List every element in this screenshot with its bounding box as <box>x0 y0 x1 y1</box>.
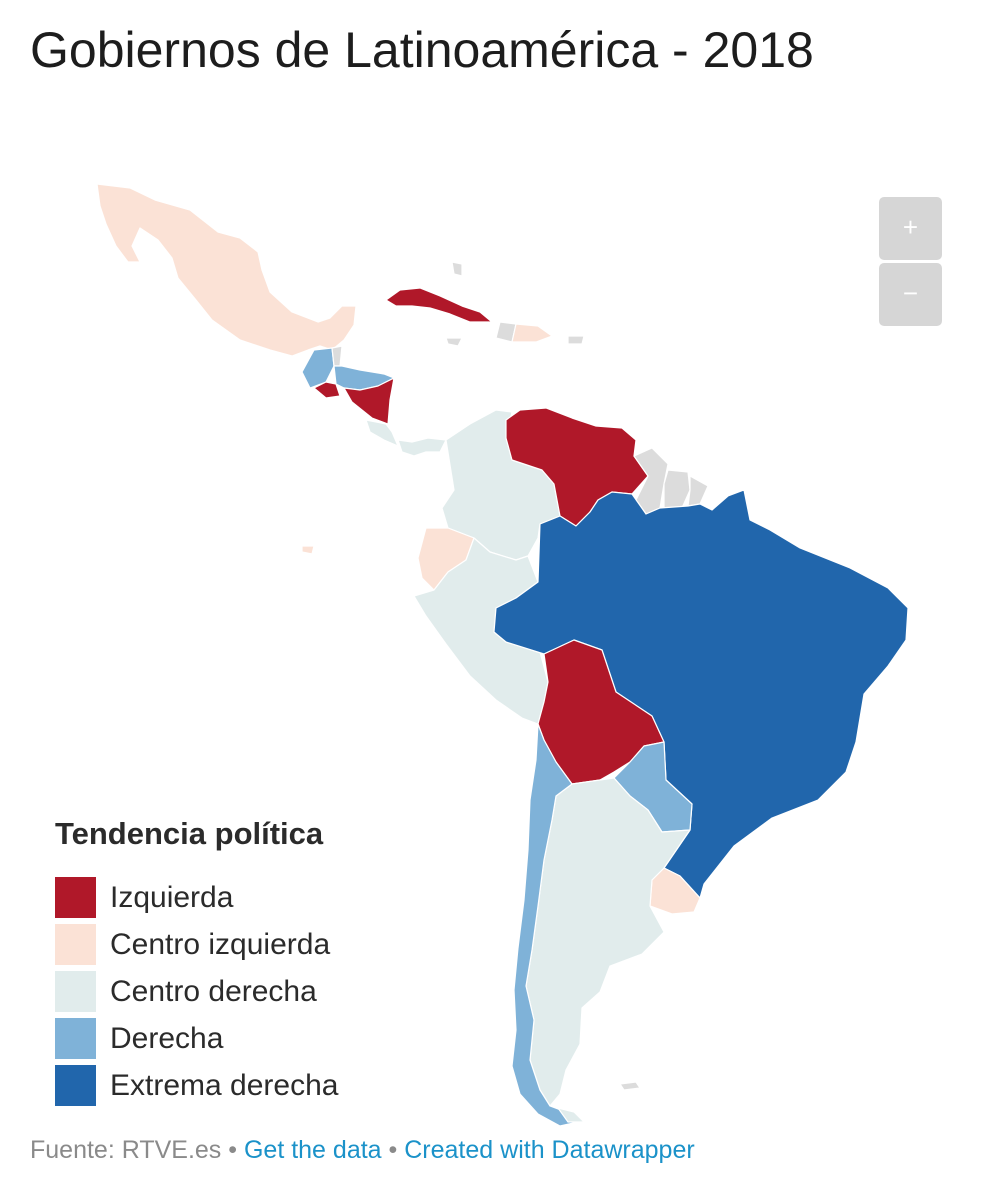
country-jamaica[interactable] <box>445 337 463 347</box>
created-with-datawrapper-link[interactable]: Created with Datawrapper <box>404 1136 695 1164</box>
legend-item-izquierda: Izquierda <box>55 874 338 921</box>
zoom-out-button[interactable]: − <box>879 263 942 326</box>
footer: Fuente: RTVE.es • Get the data • Created… <box>30 1136 695 1165</box>
country-costa-rica[interactable] <box>365 419 399 447</box>
separator: • <box>388 1136 398 1164</box>
legend-label: Centro derecha <box>110 974 317 1008</box>
legend-label: Izquierda <box>110 880 234 914</box>
country-nicaragua[interactable] <box>343 377 395 425</box>
legend-swatch <box>55 971 96 1012</box>
country-cuba[interactable] <box>385 287 493 323</box>
page-title: Gobiernos de Latinoamérica - 2018 <box>30 22 814 78</box>
legend-item-derecha: Derecha <box>55 1015 338 1062</box>
legend: Tendencia política Izquierda Centro izqu… <box>55 812 338 1109</box>
legend-title: Tendencia política <box>55 816 324 851</box>
country-bolivia[interactable] <box>537 639 665 785</box>
legend-label: Extrema derecha <box>110 1068 339 1102</box>
get-the-data-link[interactable]: Get the data <box>243 1136 382 1164</box>
country-guatemala[interactable] <box>301 347 335 389</box>
legend-item-extrema-derecha: Extrema derecha <box>55 1062 338 1109</box>
legend-swatch <box>55 877 96 918</box>
legend-swatch <box>55 1018 96 1059</box>
country-puerto-rico[interactable] <box>567 335 585 345</box>
country-el-salvador[interactable] <box>313 381 341 399</box>
country-argentina-tierra-del-fuego[interactable] <box>557 1107 585 1123</box>
country-falklands[interactable] <box>619 1081 641 1091</box>
separator: • <box>228 1136 238 1164</box>
country-french-guiana[interactable] <box>687 475 709 507</box>
country-panama[interactable] <box>397 437 447 457</box>
country-ecuador-galapagos[interactable] <box>301 545 315 555</box>
source-text: Fuente: RTVE.es <box>30 1136 222 1164</box>
legend-swatch <box>55 1065 96 1106</box>
legend-swatch <box>55 924 96 965</box>
country-belize[interactable] <box>331 345 343 367</box>
legend-item-centro-izquierda: Centro izquierda <box>55 921 338 968</box>
legend-label: Derecha <box>110 1021 224 1055</box>
country-dominican-republic[interactable] <box>511 323 553 343</box>
country-mexico[interactable] <box>96 183 357 357</box>
zoom-in-button[interactable]: + <box>879 197 942 260</box>
legend-item-centro-derecha: Centro derecha <box>55 968 338 1015</box>
legend-label: Centro izquierda <box>110 927 331 961</box>
country-suriname[interactable] <box>663 469 691 509</box>
country-bahamas[interactable] <box>451 261 463 277</box>
